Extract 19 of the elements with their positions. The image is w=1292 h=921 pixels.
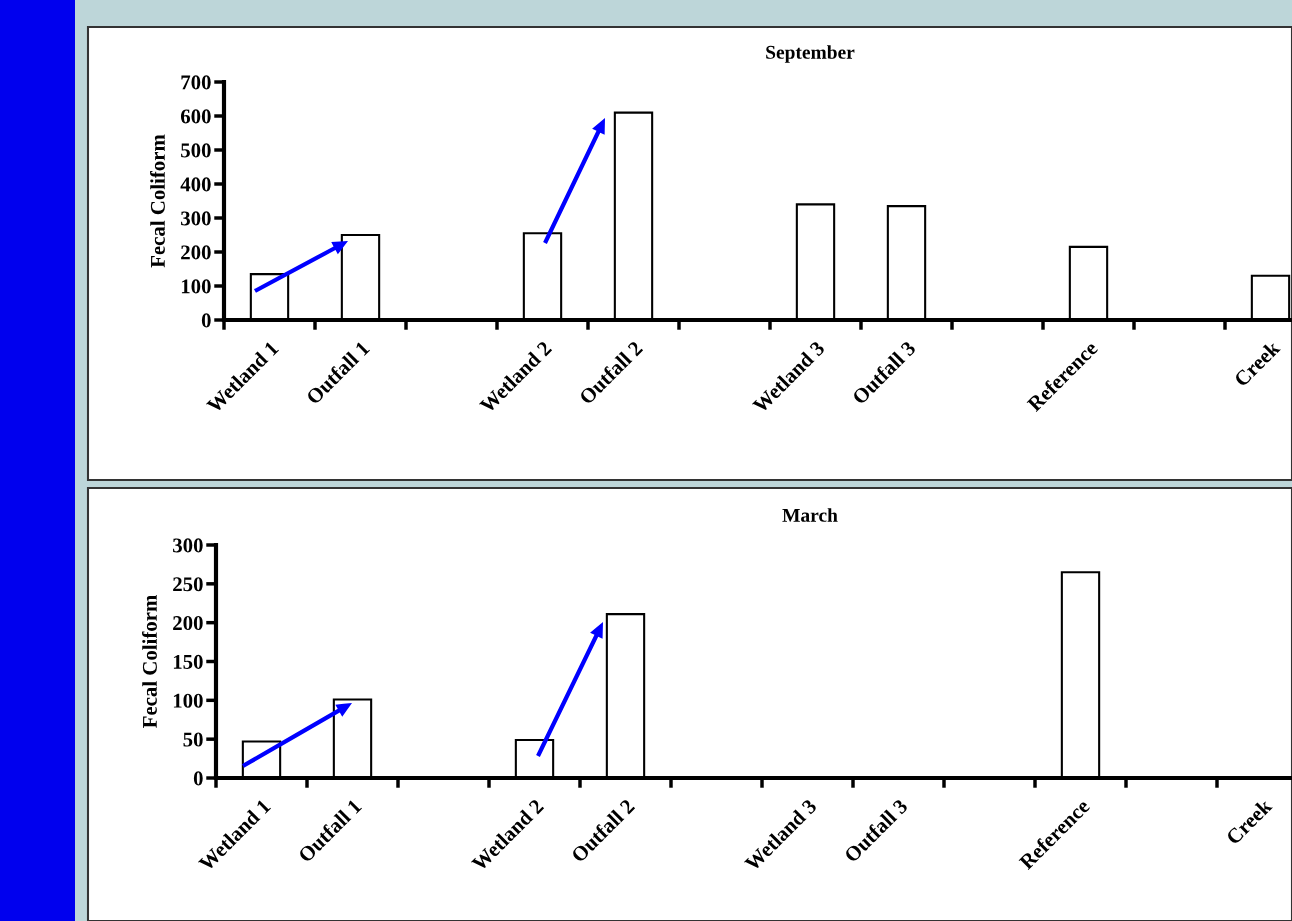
y-tick-label: 100 [181,279,211,294]
y-tick-label: 100 [173,693,203,708]
y-tick-label: 500 [181,143,211,158]
y-tick-label: 600 [180,109,211,124]
y-tick-label: 250 [173,577,203,592]
y-axis-title: Fecal Coliform [142,595,157,728]
y-tick-label: 300 [173,538,203,553]
y-tick-label: 0 [193,771,203,786]
y-tick-label: 0 [201,313,211,328]
y-tick-label: 150 [173,654,203,669]
y-tick-label: 300 [181,211,211,226]
y-tick-label: 400 [180,177,211,192]
y-tick-label: 50 [183,732,203,747]
chart-title: September [766,45,855,63]
chart-title: March [782,508,838,522]
y-axis-title: Fecal Coliform [150,134,165,268]
y-tick-label: 200 [181,245,211,260]
y-tick-label: 700 [181,75,211,90]
y-tick-label: 200 [173,616,203,631]
